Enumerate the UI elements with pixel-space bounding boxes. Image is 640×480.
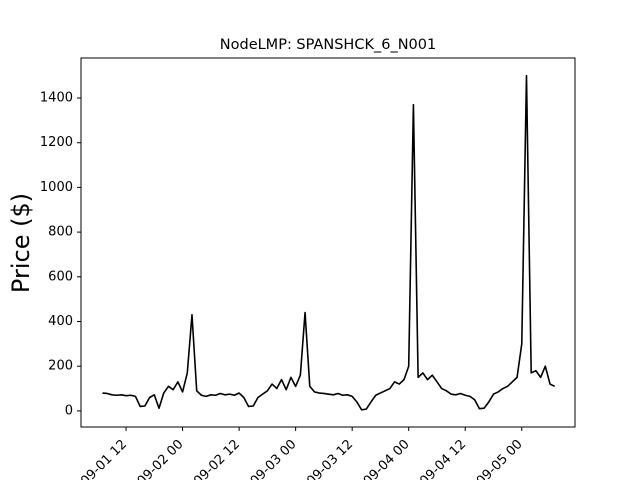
y-tick-label: 200 [48,359,73,374]
chart-title: NodeLMP: SPANSHCK_6_N001 [220,37,436,53]
plot-frame [80,57,576,428]
y-tick-label: 0 [65,403,73,418]
x-tick-label: 09-04 00 [361,437,413,480]
y-tick-label: 800 [48,225,73,240]
x-tick-label: 09-02 00 [135,437,187,480]
x-tick-label: 09-01 12 [78,437,130,480]
x-tick-label: 09-03 12 [304,437,356,480]
y-tick-label: 1000 [40,180,73,195]
y-tick-label: 1400 [40,91,73,106]
x-tick-label: 09-02 12 [191,437,243,480]
x-tick-label: 09-05 00 [474,437,526,480]
x-tick-label: 09-04 12 [417,437,469,480]
y-axis-label: Price ($) [7,193,35,293]
x-tick-label: 09-03 00 [248,437,300,480]
y-tick-label: 400 [48,314,73,329]
line [102,74,556,411]
y-tick-label: 600 [48,269,73,284]
y-tick-label: 1200 [40,135,73,150]
